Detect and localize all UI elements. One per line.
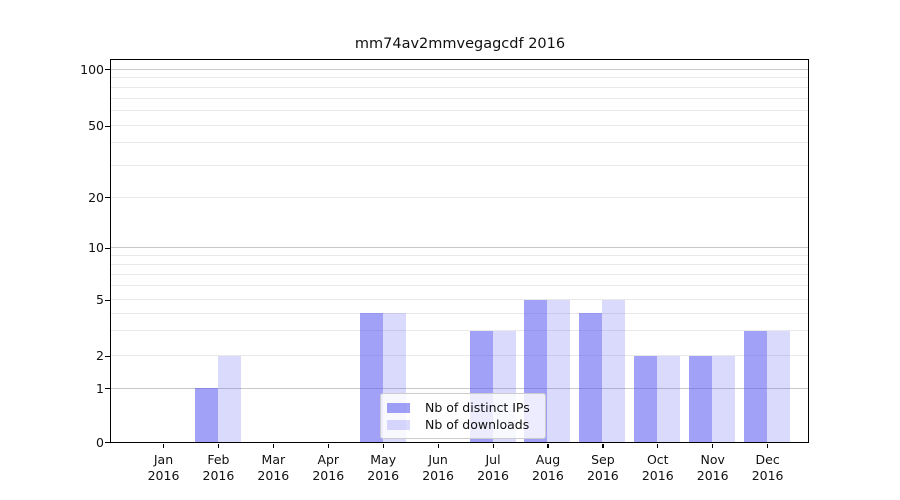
plot-canvas	[111, 60, 808, 442]
xtick-mark-jan	[163, 444, 165, 448]
xtick-year-sep: 2016	[586, 468, 619, 483]
bar-downloads-oct	[657, 355, 681, 442]
gridline-y-1	[111, 387, 808, 389]
ytick-label-2: 2	[96, 348, 104, 363]
xtick-label-may: May 2016	[351, 452, 415, 484]
bar-distinct-ips-sep	[579, 313, 603, 442]
xtick-mark-dec	[767, 444, 769, 448]
gridline-y-10	[111, 247, 808, 248]
xtick-year-nov: 2016	[696, 468, 729, 483]
xtick-mark-aug	[547, 444, 549, 448]
ytick-mark-2	[105, 355, 110, 357]
ytick-label-10: 10	[88, 240, 104, 255]
xtick-label-jun: Jun 2016	[406, 452, 470, 484]
ytick-mark-10	[105, 247, 110, 249]
gridline-y-100	[111, 68, 808, 70]
legend-label-downloads: Nb of downloads	[425, 417, 530, 432]
xtick-mark-jul	[492, 444, 494, 448]
gridline-y-5	[111, 299, 808, 300]
xtick-mark-sep	[602, 444, 604, 448]
gridline-y-70	[111, 97, 808, 99]
xtick-mark-may	[382, 444, 384, 448]
ytick-label-100: 100	[80, 61, 104, 77]
gridline-y-60	[111, 110, 808, 112]
legend-item-downloads: Nb of downloads	[387, 416, 537, 433]
xtick-label-nov: Nov 2016	[681, 452, 745, 484]
legend-item-distinct-ips: Nb of distinct IPs	[387, 399, 537, 416]
chart-legend: Nb of distinct IPs Nb of downloads	[380, 393, 546, 439]
legend-swatch-downloads	[387, 419, 410, 430]
ytick-mark-5	[105, 299, 110, 301]
gridline-y-90	[111, 77, 808, 79]
xtick-mark-mar	[272, 444, 275, 448]
bar-downloads-dec	[767, 330, 791, 442]
bar-downloads-feb	[217, 355, 241, 442]
bar-downloads-sep	[602, 299, 626, 442]
gridline-y-3	[111, 330, 808, 332]
ytick-mark-20	[105, 197, 110, 199]
xtick-year-dec: 2016	[751, 468, 784, 483]
ytick-mark-100	[105, 69, 110, 71]
bar-downloads-nov	[712, 355, 736, 442]
ytick-mark-50	[105, 125, 110, 127]
ytick-label-1: 1	[96, 380, 104, 396]
gridline-y-80	[111, 86, 808, 88]
gridline-y-2	[111, 355, 808, 356]
xtick-year-may: 2016	[367, 468, 400, 483]
ytick-label-20: 20	[88, 189, 104, 205]
gridline-y-40	[111, 142, 808, 144]
xtick-label-jan: Jan 2016	[132, 452, 196, 484]
xtick-label-sep: Sep 2016	[571, 452, 635, 484]
gridline-y-6	[111, 285, 808, 287]
xtick-year-feb: 2016	[202, 468, 235, 483]
legend-swatch-distinct-ips	[387, 402, 410, 413]
xtick-label-oct: Oct 2016	[626, 452, 690, 484]
xtick-label-dec: Dec 2016	[736, 452, 800, 484]
bar-distinct-ips-nov	[689, 355, 713, 442]
xtick-year-mar: 2016	[257, 468, 290, 483]
gridline-y-20	[111, 196, 808, 198]
legend-label-distinct-ips: Nb of distinct IPs	[425, 400, 530, 415]
bar-distinct-ips-dec	[744, 330, 768, 442]
gridline-y-50	[111, 125, 808, 126]
xtick-label-apr: Apr 2016	[296, 452, 360, 484]
ytick-label-50: 50	[88, 118, 104, 133]
xtick-mark-oct	[657, 444, 659, 448]
xtick-year-jun: 2016	[422, 468, 454, 483]
gridline-y-9	[111, 254, 808, 256]
xtick-year-aug: 2016	[532, 468, 564, 483]
bar-downloads-aug	[547, 299, 571, 442]
bar-distinct-ips-oct	[634, 355, 658, 442]
bar-distinct-ips-feb	[194, 388, 218, 442]
ytick-label-0: 0	[96, 434, 104, 450]
chart-title: mm74av2mmvegagcdf 2016	[354, 36, 566, 52]
gridline-y-4	[111, 312, 808, 314]
xtick-year-jan: 2016	[147, 468, 180, 483]
xtick-mark-jun	[437, 444, 439, 448]
ytick-mark-0	[105, 442, 110, 444]
xtick-year-oct: 2016	[641, 468, 674, 483]
xtick-label-mar: Mar 2016	[241, 452, 305, 484]
gridline-y-8	[111, 263, 808, 265]
xtick-year-apr: 2016	[312, 468, 345, 483]
ytick-mark-1	[105, 388, 110, 390]
xtick-mark-feb	[217, 444, 220, 448]
ytick-label-5: 5	[96, 292, 104, 307]
bar-distinct-ips-may	[359, 313, 383, 442]
plot-area: Nb of distinct IPs Nb of downloads	[110, 59, 809, 443]
xtick-mark-nov	[712, 444, 714, 448]
xtick-mark-apr	[327, 444, 329, 448]
xtick-label-feb: Feb 2016	[186, 452, 250, 484]
gridline-y-30	[111, 164, 808, 166]
xtick-label-jul: Jul 2016	[461, 452, 525, 484]
xtick-year-jul: 2016	[477, 468, 509, 483]
gridline-y-7	[111, 273, 808, 275]
xtick-label-aug: Aug 2016	[516, 452, 580, 484]
